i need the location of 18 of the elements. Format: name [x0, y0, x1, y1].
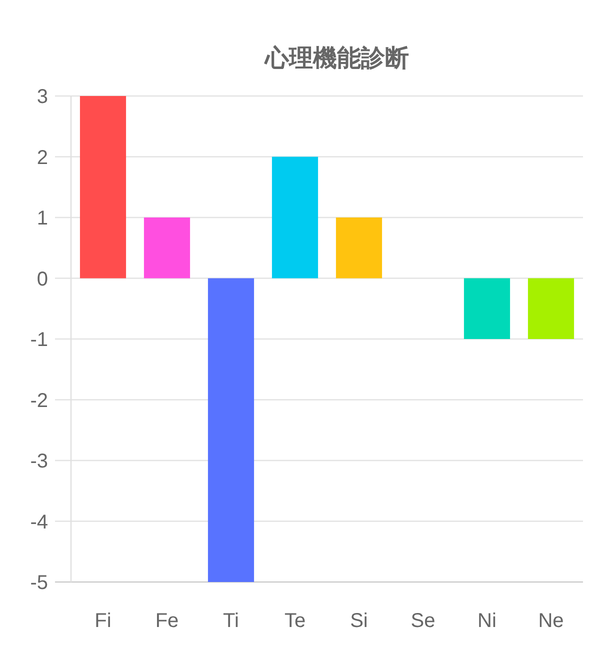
y-tick-label: -3 [30, 450, 48, 472]
chart-title: 心理機能診断 [264, 45, 409, 72]
y-tick-label: 3 [36, 86, 48, 108]
x-tick-label: Ti [223, 610, 239, 632]
x-tick-label: Ni [478, 610, 496, 632]
y-tick-label: 1 [36, 208, 48, 230]
x-tick-label: Fi [94, 610, 112, 632]
y-tick-label: -5 [30, 572, 48, 594]
x-tick-label: Ne [538, 610, 564, 632]
y-tick-label: -1 [30, 329, 48, 351]
x-tick-label: Fe [155, 610, 179, 632]
y-tick-label: -4 [30, 511, 48, 534]
y-tick-label: 0 [36, 268, 48, 290]
x-tick-label: Si [350, 610, 368, 632]
x-tick-label: Te [284, 610, 306, 632]
y-tick-label: 2 [36, 146, 48, 169]
x-tick-label: Se [410, 610, 436, 632]
y-tick-label: -2 [30, 390, 48, 412]
